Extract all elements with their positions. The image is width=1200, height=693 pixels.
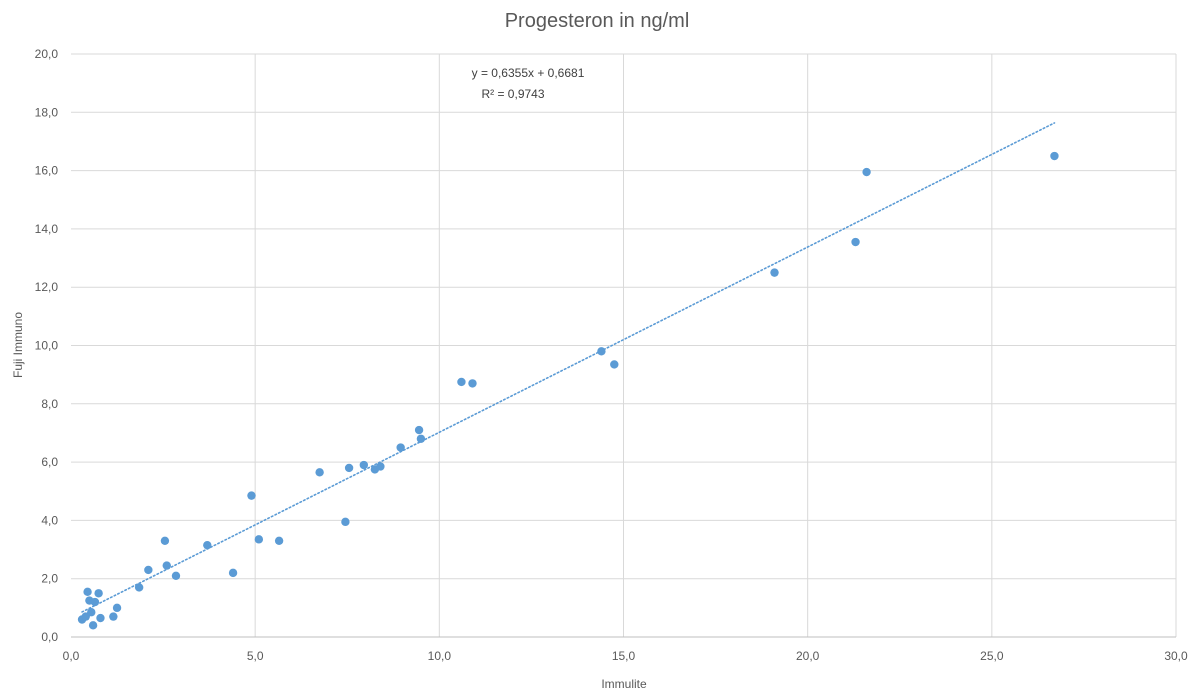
- x-tick-label: 10,0: [428, 649, 452, 663]
- data-point: [359, 460, 369, 470]
- data-point: [162, 561, 171, 570]
- data-point: [396, 443, 405, 452]
- y-tick-label: 0,0: [41, 630, 58, 644]
- data-point: [203, 540, 212, 550]
- data-point: [315, 468, 324, 477]
- trendline: [81, 122, 1056, 613]
- data-point: [274, 536, 284, 546]
- trendline-r2: R² = 0,9743: [481, 87, 544, 101]
- data-point: [90, 597, 100, 607]
- data-point: [341, 517, 350, 527]
- x-tick-label: 30,0: [1164, 649, 1188, 663]
- data-point: [88, 621, 98, 630]
- data-points: [77, 151, 1059, 630]
- trendline-equation: y = 0,6355x + 0,6681: [472, 66, 585, 80]
- data-point: [254, 535, 264, 544]
- x-tick-label: 0,0: [63, 649, 80, 663]
- y-axis-title: Fuji Immuno: [11, 312, 25, 378]
- data-point: [134, 583, 144, 592]
- y-tick-label: 18,0: [35, 105, 59, 119]
- data-point: [144, 565, 153, 575]
- gridlines: [71, 53, 1177, 638]
- data-point: [112, 603, 122, 613]
- x-tick-label: 5,0: [247, 649, 264, 663]
- x-tick-label: 25,0: [980, 649, 1004, 663]
- data-point: [597, 347, 606, 356]
- data-point: [1050, 151, 1059, 161]
- trendline-group: [81, 122, 1056, 613]
- data-point: [87, 608, 96, 617]
- data-point: [468, 379, 477, 388]
- y-tick-label: 16,0: [35, 164, 59, 178]
- data-point: [414, 425, 424, 435]
- y-tick-label: 2,0: [41, 572, 58, 586]
- data-point: [96, 613, 105, 623]
- data-point: [457, 377, 466, 387]
- y-tick-label: 20,0: [35, 47, 59, 61]
- y-tick-label: 8,0: [41, 397, 58, 411]
- data-point: [109, 612, 118, 621]
- tick-labels: 0,0 5,0 10,0 15,0 20,0 25,0 30,0 0,0 2,0 4,0 6,0 8,…: [35, 47, 1188, 663]
- y-tick-label: 10,0: [35, 339, 59, 353]
- x-tick-label: 20,0: [796, 649, 820, 663]
- y-tick-label: 4,0: [41, 513, 58, 527]
- data-point: [610, 360, 619, 369]
- data-point: [228, 568, 238, 578]
- y-tick-label: 6,0: [41, 455, 58, 469]
- chart-title: Progesteron in ng/ml: [505, 10, 690, 32]
- data-point: [376, 462, 385, 471]
- data-point: [770, 268, 779, 277]
- x-axis-title: Immulite: [601, 677, 647, 691]
- y-tick-label: 14,0: [35, 222, 59, 236]
- data-point: [344, 463, 354, 473]
- data-point: [83, 587, 92, 597]
- data-point: [171, 571, 181, 580]
- x-tick-label: 15,0: [612, 649, 636, 663]
- data-point: [416, 434, 426, 443]
- y-tick-label: 12,0: [35, 280, 59, 294]
- data-point: [160, 536, 170, 546]
- data-point: [862, 167, 871, 177]
- data-point: [851, 237, 860, 247]
- data-point: [247, 491, 256, 500]
- data-point: [94, 589, 103, 598]
